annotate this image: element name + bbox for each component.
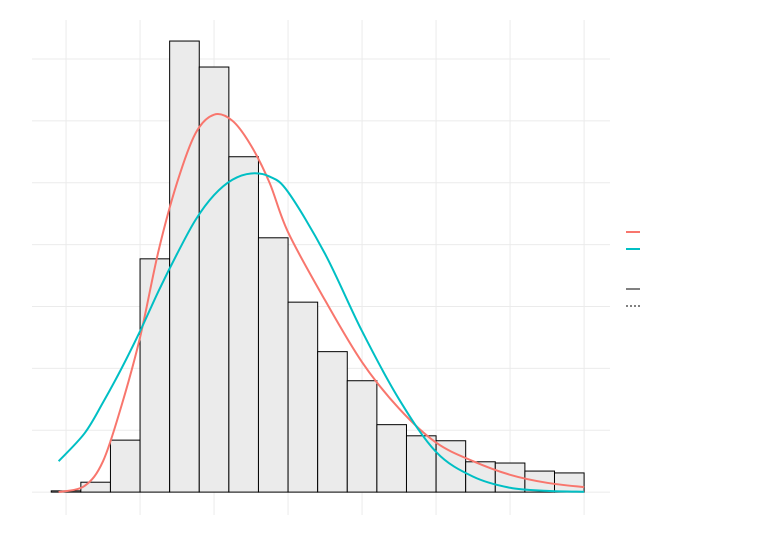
density-curve [57, 172, 585, 493]
bar [405, 435, 437, 493]
bar [169, 40, 200, 493]
bar [257, 237, 289, 493]
density-curve [58, 113, 585, 494]
bar [109, 439, 141, 493]
bar [465, 461, 496, 493]
bar [376, 424, 407, 493]
bar [139, 258, 171, 493]
plot [32, 20, 610, 515]
bar [198, 66, 230, 493]
bar [553, 472, 585, 493]
bar [80, 481, 111, 493]
bar [228, 156, 259, 493]
bar [317, 351, 348, 493]
legend [626, 288, 640, 307]
bar [435, 440, 467, 493]
bar [287, 301, 319, 493]
bar [346, 380, 378, 493]
